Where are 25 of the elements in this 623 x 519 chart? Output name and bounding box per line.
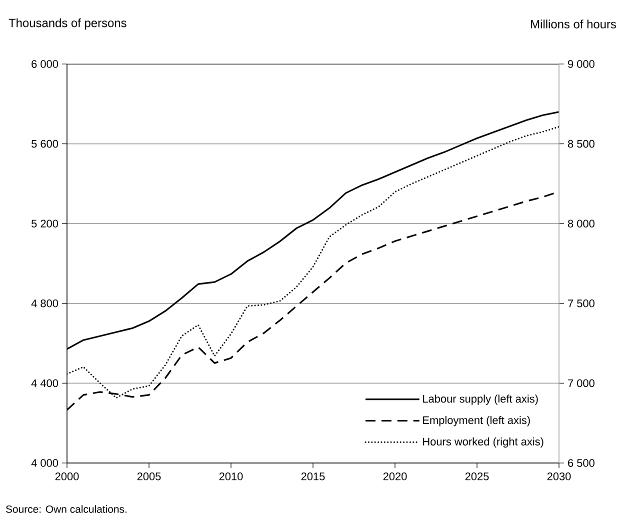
y-tick-label: 4 400 <box>31 379 58 388</box>
x-tick-label: 2005 <box>137 472 161 480</box>
y2-tick-label: 8 500 <box>568 140 594 148</box>
legend-label: Employment (left axis) <box>423 416 530 426</box>
y2-tick-label: 7 500 <box>568 300 594 308</box>
y2-tick-label: 6 500 <box>568 459 594 467</box>
x-tick-label: 2030 <box>547 472 571 480</box>
x-tick-label: 2025 <box>465 472 489 480</box>
x-tick-label: 2010 <box>219 472 243 480</box>
y-tick-label: 5 600 <box>32 140 58 148</box>
y-tick-label: 4 800 <box>31 300 58 308</box>
x-tick-label: 2000 <box>55 472 79 480</box>
y2-tick-label: 8 000 <box>568 220 594 228</box>
y2-tick-label: 9 000 <box>568 60 594 68</box>
x-tick-label: 2015 <box>301 472 325 480</box>
legend-label: Labour supply (left axis) <box>423 394 538 405</box>
y2-axis-title: Millions of hours <box>531 20 616 28</box>
y-tick-label: 5 200 <box>32 220 58 228</box>
y-tick-label: 4 000 <box>31 459 58 467</box>
legend-label: Hours worked (right axis) <box>423 437 544 448</box>
y-tick-label: 6 000 <box>32 60 58 68</box>
source-note: Source: Own calculations. <box>6 505 126 513</box>
y-axis-title: Thousands of persons <box>8 18 126 30</box>
x-tick-label: 2020 <box>383 472 407 480</box>
y2-tick-label: 7 000 <box>568 379 594 388</box>
